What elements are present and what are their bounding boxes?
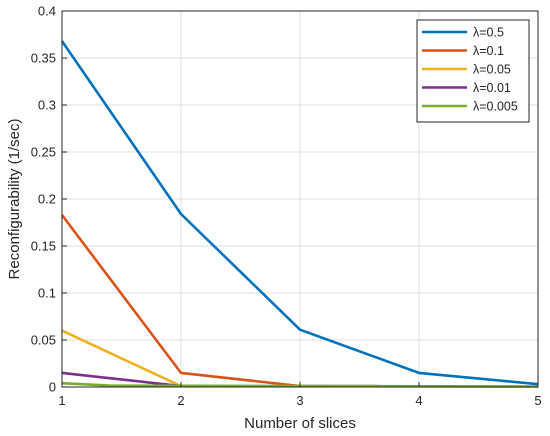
y-tick-label: 0.15	[31, 239, 56, 254]
y-axis-ticks: 0 0.05 0.1 0.15 0.2 0.25 0.3 0.35 0.4	[31, 4, 67, 395]
x-axis-label: Number of slices	[244, 415, 356, 432]
y-tick-label: 0.1	[38, 286, 56, 301]
series-line-4	[61, 371, 182, 388]
legend-label: λ=0.05	[473, 63, 511, 77]
series-lines	[60, 40, 539, 388]
y-axis-label: Reconfigurability (1/sec)	[6, 119, 23, 280]
x-axis-ticks: 1 2 3 4 5	[58, 382, 542, 408]
x-tick-label: 2	[177, 393, 184, 408]
y-tick-label: 0.35	[31, 51, 56, 66]
legend-label: λ=0.005	[473, 100, 518, 114]
x-tick-label: 3	[296, 393, 303, 408]
series-line-1	[60, 40, 539, 386]
y-tick-label: 0.25	[31, 145, 56, 160]
legend-label: λ=0.1	[473, 44, 504, 58]
x-tick-label: 4	[415, 393, 422, 408]
y-tick-label: 0	[49, 380, 56, 395]
series-line-3	[61, 329, 182, 388]
x-tick-label: 5	[534, 393, 541, 408]
y-tick-label: 0.3	[38, 98, 56, 113]
y-tick-label: 0.4	[38, 4, 56, 19]
legend-label: λ=0.5	[473, 26, 504, 40]
legend-label: λ=0.01	[473, 81, 511, 95]
series-line-5	[61, 381, 539, 388]
y-tick-label: 0.05	[31, 333, 56, 348]
x-tick-label: 1	[58, 393, 65, 408]
y-tick-label: 0.2	[38, 192, 56, 207]
legend: λ=0.5 λ=0.1 λ=0.05 λ=0.01 λ=0.005	[416, 19, 530, 123]
series-line-2	[60, 214, 378, 388]
